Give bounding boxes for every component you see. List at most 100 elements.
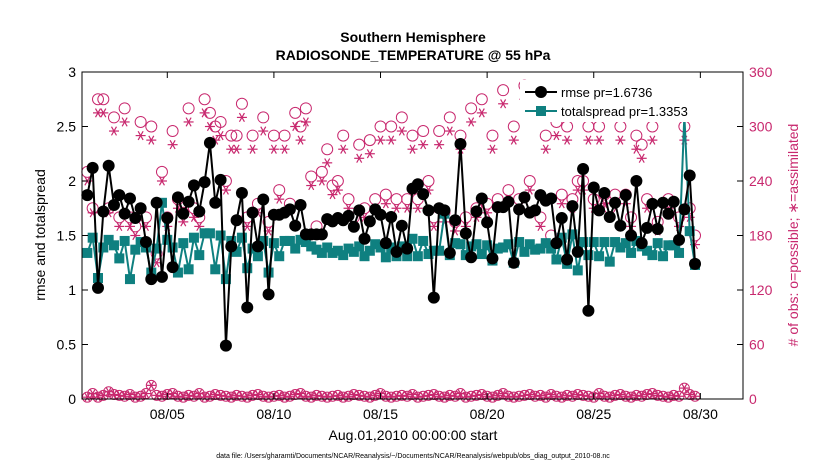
asterisk-stroke (324, 158, 331, 168)
possible-obs-point (342, 193, 355, 206)
y-left-tick-label: 0 (68, 391, 76, 407)
data-file-footer: data file: /Users/gharamti/Documents/NCA… (216, 453, 610, 460)
assimilated-obs-point (338, 144, 349, 154)
asterisk-stroke (649, 135, 656, 145)
assimilated-obs-point (466, 117, 477, 127)
rmse-point (97, 205, 110, 218)
totalspread-point (583, 250, 594, 261)
rmse-point (241, 301, 254, 314)
assimilated-obs-point (487, 144, 498, 154)
totalspread-point (316, 247, 327, 258)
rmse-point (86, 161, 99, 174)
possible-obs-point (379, 188, 392, 201)
possible-obs-point (465, 102, 478, 115)
assimilated-obs-point (380, 199, 391, 209)
asterisk-stroke (649, 389, 656, 398)
asterisk-stroke (665, 392, 672, 402)
low-obs-circle (401, 390, 413, 402)
rmse-point (609, 196, 622, 209)
possible-obs-point (91, 93, 104, 106)
assimilated-obs-point (615, 135, 626, 145)
y-right-tick-label: 360 (749, 64, 773, 80)
y-right-tick-label: 300 (749, 119, 773, 135)
low-obs-circle (241, 391, 253, 403)
assimilated-obs-point (247, 144, 258, 154)
asterisk-stroke (564, 135, 571, 145)
totalspread-point (306, 241, 317, 252)
assimilated-obs-point (332, 185, 343, 195)
assimilated-obs-point (375, 135, 386, 145)
low-obs-asterisk (535, 391, 545, 400)
assimilated-obs-point (108, 126, 119, 136)
low-obs-circle (364, 391, 376, 403)
y-right-tick-label: 120 (749, 282, 773, 298)
possible-obs-point (422, 175, 435, 187)
asterisk-stroke (249, 144, 256, 154)
assimilated-obs-point (396, 126, 407, 136)
asterisk-stroke (95, 392, 101, 402)
totalspread-point (114, 253, 125, 264)
asterisk-stroke (489, 392, 496, 402)
x-tick-label: 08/15 (363, 406, 398, 422)
y-right-tick-label: 60 (749, 337, 765, 353)
low-obs-asterisk (557, 392, 567, 402)
rmse-point (459, 227, 472, 240)
x-axis: 08/05 08/10 08/15 08/20 08/25 08/30 (150, 72, 718, 422)
asterisk-stroke (596, 135, 603, 145)
asterisk-stroke (233, 144, 240, 154)
low-obs-circle (204, 390, 216, 402)
asterisk-stroke (270, 144, 277, 154)
rmse-point (662, 207, 675, 220)
rmse-point (465, 251, 478, 264)
legend-totalspread-marker (536, 106, 546, 116)
asterisk-stroke (238, 112, 245, 123)
y-right-tick-label: 0 (749, 391, 757, 407)
asterisk-stroke (169, 389, 176, 398)
asterisk-stroke (596, 389, 602, 398)
asterisk-stroke (431, 390, 437, 399)
assimilated-obs-point (156, 176, 167, 186)
possible-obs-point (363, 134, 376, 147)
totalspread-point (290, 243, 301, 254)
totalspread-point (252, 251, 263, 262)
totalspread-point (482, 240, 493, 251)
totalspread-point (354, 241, 365, 252)
rmse-point (571, 245, 584, 258)
totalspread-point (514, 237, 525, 248)
asterisk-stroke (228, 392, 235, 402)
rmse-point (342, 209, 355, 222)
asterisk-stroke (500, 389, 506, 398)
asterisk-stroke (308, 180, 315, 191)
low-obs-asterisk (615, 390, 625, 399)
asterisk-stroke (388, 135, 395, 145)
possible-obs-point (475, 93, 488, 106)
assimilated-obs-point (551, 130, 562, 141)
rmse-point (161, 212, 174, 225)
low-obs-asterisk (226, 392, 236, 402)
low-obs-asterisk (365, 392, 375, 402)
low-obs-asterisk (663, 392, 673, 402)
asterisk-stroke (537, 221, 544, 232)
possible-obs-point (539, 129, 552, 142)
rmse-point (401, 242, 414, 255)
rmse-point (635, 237, 648, 250)
asterisk-stroke (558, 199, 565, 209)
asterisk-stroke (201, 108, 208, 118)
low-obs-circle (97, 389, 109, 401)
totalspread-point (615, 242, 626, 253)
totalspread-point (236, 232, 247, 243)
totalspread-point (300, 237, 311, 248)
assimilated-obs-point (167, 140, 178, 150)
totalspread-point (663, 240, 674, 251)
asterisk-stroke (217, 130, 224, 141)
totalspread-point (578, 237, 589, 248)
rmse-point (203, 136, 216, 149)
assimilated-obs-point (583, 135, 594, 145)
asterisk-stroke (335, 391, 341, 400)
rmse-point (529, 204, 542, 217)
left-y-axis-label: rmse and totalspread (32, 169, 48, 301)
totalspread-point (322, 242, 333, 253)
rmse-point (129, 212, 142, 225)
assimilated-obs-point (220, 185, 231, 195)
totalspread-point (572, 265, 583, 276)
